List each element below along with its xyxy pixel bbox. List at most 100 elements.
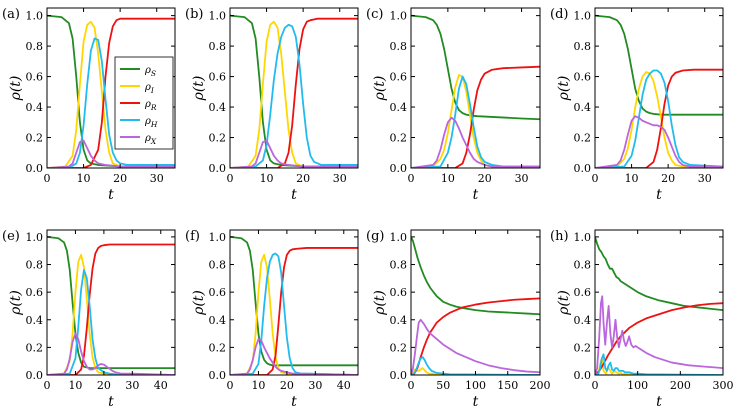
- plot-frame: [594, 229, 724, 376]
- panel-label: (c): [366, 7, 383, 22]
- y-tick-label: 0.6: [574, 286, 592, 299]
- series-line-X: [230, 338, 358, 375]
- panel-label: (a): [2, 7, 20, 22]
- legend-label: ρI: [144, 82, 155, 95]
- y-tick-label: 0.4: [574, 314, 592, 327]
- x-axis-label: t: [108, 187, 114, 203]
- y-tick-label: 1.0: [574, 231, 592, 244]
- y-tick-label: 0.2: [209, 341, 227, 354]
- x-tick-label: 100: [627, 379, 648, 392]
- x-tick-label: 20: [113, 172, 127, 185]
- y-tick-label: 0.8: [390, 259, 408, 272]
- x-tick-label: 0: [408, 379, 415, 392]
- y-tick-label: 0.8: [574, 259, 592, 272]
- plot-frame: [229, 229, 359, 376]
- x-axis-label: t: [291, 394, 297, 410]
- panel-label: (f): [185, 229, 200, 244]
- x-tick-label: 30: [150, 172, 164, 185]
- series-line-S: [595, 14, 723, 116]
- y-tick-label: 0.2: [209, 132, 227, 145]
- y-tick-label: 0.2: [574, 341, 592, 354]
- panel-label: (d): [550, 7, 568, 22]
- y-tick-label: 1.0: [574, 10, 592, 23]
- x-tick-label: 200: [530, 379, 551, 392]
- series-line-X: [411, 318, 540, 375]
- legend-entry-I: ρI: [120, 82, 155, 95]
- y-tick-label: 1.0: [390, 10, 408, 23]
- x-tick-label: 30: [125, 379, 139, 392]
- y-tick-label: 0.4: [390, 314, 408, 327]
- y-tick-label: 1.0: [390, 231, 408, 244]
- series-line-H: [595, 69, 723, 168]
- y-tick-label: 1.0: [209, 10, 227, 23]
- x-tick-label: 0: [592, 379, 599, 392]
- series-line-H: [411, 75, 540, 168]
- x-tick-label: 10: [441, 172, 455, 185]
- x-tick-label: 0: [592, 172, 599, 185]
- y-tick-label: 0.2: [390, 132, 408, 145]
- series-line-S: [230, 236, 358, 367]
- series-line-I: [411, 74, 540, 168]
- y-tick-label: 0.8: [209, 259, 227, 272]
- plot-frame: [594, 7, 724, 169]
- x-tick-label: 30: [333, 172, 347, 185]
- series-line-H: [411, 356, 540, 375]
- y-tick-label: 0.0: [209, 162, 227, 175]
- x-axis-label: t: [656, 394, 662, 410]
- series-line-S: [595, 236, 723, 311]
- y-tick-label: 0.8: [390, 40, 408, 53]
- y-tick-label: 0.6: [209, 71, 227, 84]
- y-tick-label: 0.6: [390, 286, 408, 299]
- series-line-R: [230, 247, 358, 375]
- y-tick-label: 0.0: [26, 369, 44, 382]
- series-line-R: [230, 17, 358, 168]
- x-tick-label: 10: [77, 172, 91, 185]
- plot-frame: [46, 7, 176, 169]
- x-tick-label: 20: [280, 379, 294, 392]
- y-axis-label: ρ(t): [191, 76, 207, 102]
- series-line-H: [47, 269, 175, 375]
- legend-label: ρH: [144, 116, 158, 129]
- x-tick-label: 0: [408, 172, 415, 185]
- panel-a: 0.0 0.2 0.4 0.6 0.8 1.0 0 10 20 30 t ρ(t) (a): [2, 7, 176, 203]
- y-tick-label: 0.0: [574, 162, 592, 175]
- panel-e: 0.0 0.2 0.4 0.6 0.8 1.0 0 10 20 30 40 t ρ(t) (e): [2, 229, 176, 410]
- x-tick-label: 100: [465, 379, 486, 392]
- series-line-R: [595, 68, 723, 168]
- y-tick-label: 0.6: [209, 286, 227, 299]
- x-tick-label: 0: [227, 172, 234, 185]
- x-tick-label: 20: [296, 172, 310, 185]
- series-line-I: [230, 20, 358, 168]
- x-axis-label: t: [291, 187, 297, 203]
- series-line-H: [230, 23, 358, 168]
- legend-label: ρR: [144, 99, 157, 112]
- y-tick-label: 0.4: [209, 101, 227, 114]
- y-tick-label: 0.4: [209, 314, 227, 327]
- y-tick-label: 0.2: [390, 341, 408, 354]
- legend-entry-X: ρX: [120, 133, 157, 146]
- y-tick-label: 0.4: [26, 101, 44, 114]
- y-tick-label: 0.4: [574, 101, 592, 114]
- y-axis-label: ρ(t): [372, 290, 388, 316]
- x-axis-label: t: [473, 187, 479, 203]
- y-tick-label: 0.6: [26, 286, 44, 299]
- x-tick-label: 0: [44, 379, 51, 392]
- x-tick-label: 50: [436, 379, 450, 392]
- legend-label: ρS: [144, 65, 156, 78]
- x-tick-label: 30: [308, 379, 322, 392]
- y-tick-label: 0.0: [209, 369, 227, 382]
- y-tick-label: 0.0: [26, 162, 44, 175]
- y-tick-label: 0.6: [574, 71, 592, 84]
- x-tick-label: 40: [337, 379, 351, 392]
- series-line-I: [595, 71, 723, 168]
- panel-label: (h): [550, 229, 569, 244]
- y-tick-label: 0.8: [209, 40, 227, 53]
- y-tick-label: 1.0: [26, 231, 44, 244]
- legend-label: ρX: [144, 133, 157, 146]
- y-tick-label: 0.0: [390, 369, 408, 382]
- panel-label: (e): [2, 229, 20, 244]
- series-line-X: [595, 115, 723, 168]
- x-tick-label: 300: [713, 379, 734, 392]
- panel-c: 0.0 0.2 0.4 0.6 0.8 1.0 0 10 20 30 t ρ(t) (c): [366, 7, 541, 203]
